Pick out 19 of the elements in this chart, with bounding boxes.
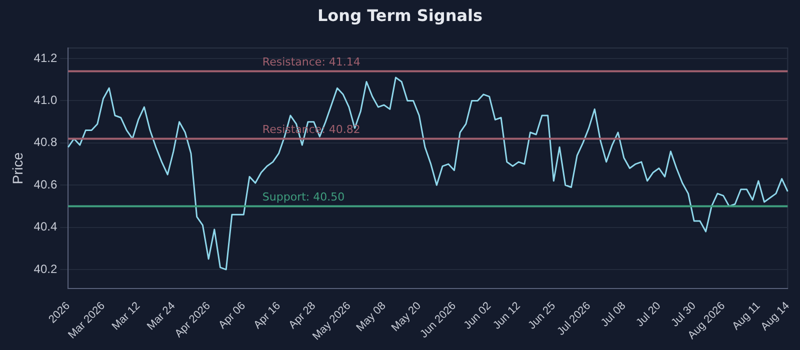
- x-tick-label: Jun 25: [526, 300, 558, 332]
- y-tick-label: 40.4: [34, 220, 58, 234]
- y-tick-label: 40.8: [34, 135, 58, 150]
- y-tick-label: 40.6: [34, 177, 58, 192]
- x-tick-label: Apr 16: [252, 300, 284, 332]
- chart-title: Long Term Signals: [316, 6, 484, 25]
- x-tick-label: Jun 02: [462, 300, 494, 332]
- x-tick-label: Jun 12: [491, 300, 523, 332]
- y-tick-label: 41.2: [34, 50, 58, 65]
- y-axis-title: Price: [9, 152, 26, 184]
- x-tick-label: Apr 06: [216, 300, 248, 332]
- y-tick-label: 41.0: [34, 93, 58, 108]
- x-tick-label: Mar 12: [110, 300, 143, 333]
- x-tick-label: Jul 20: [634, 300, 664, 330]
- ref-line-label: Support: 40.50: [262, 190, 345, 204]
- y-tick-label: 40.2: [34, 262, 58, 276]
- ref-line-label: Resistance: 41.14: [262, 56, 360, 69]
- x-tick-label: May 08: [354, 300, 388, 334]
- x-tick-label: Jul 08: [598, 300, 628, 330]
